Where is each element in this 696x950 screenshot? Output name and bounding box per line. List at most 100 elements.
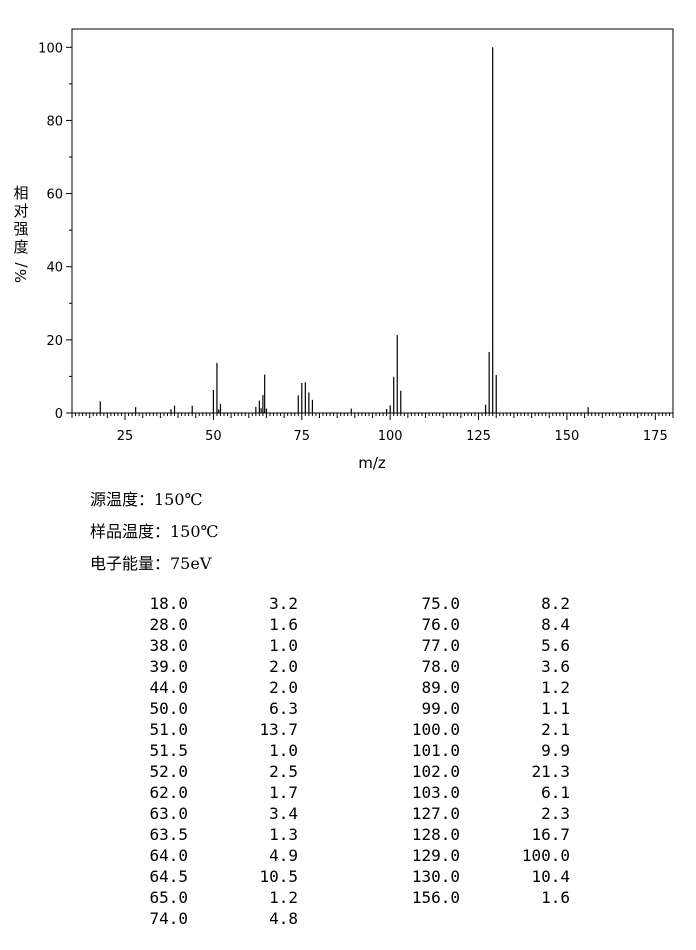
peak-intensity: 2.1 bbox=[541, 720, 570, 739]
peak-mz: 51.5 bbox=[149, 741, 188, 760]
peak-mz: 130.0 bbox=[411, 867, 460, 886]
x-minor-ticks bbox=[71, 413, 674, 420]
peak-row: 89.0 1.2 bbox=[340, 677, 680, 698]
x-tick-label: 100 bbox=[378, 429, 403, 444]
peak-intensity: 2.3 bbox=[541, 804, 570, 823]
peak-intensity: 3.2 bbox=[269, 594, 298, 613]
peak-row: 74.0 4.8 bbox=[0, 908, 340, 929]
peak-row: 18.0 3.2 bbox=[0, 593, 340, 614]
peak-intensity: 16.7 bbox=[531, 825, 570, 844]
peak-intensity: 1.3 bbox=[269, 825, 298, 844]
peak-intensity: 1.1 bbox=[541, 699, 570, 718]
peak-mz: 52.0 bbox=[149, 762, 188, 781]
peak-table-right: 75.0 8.2 76.0 8.4 77.0 5.6 78.0 3.6 89.0 1.2 99.0 1… bbox=[340, 593, 680, 908]
y-tick-label: 80 bbox=[46, 114, 63, 129]
peak-mz: 28.0 bbox=[149, 615, 188, 634]
peak-mz: 39.0 bbox=[149, 657, 188, 676]
peak-table-left: 18.0 3.2 28.0 1.6 38.0 1.0 39.0 2.0 44.0 2.0 50.0 6… bbox=[0, 593, 340, 929]
peak-mz: 103.0 bbox=[411, 783, 460, 802]
peak-mz: 65.0 bbox=[149, 888, 188, 907]
peak-row: 52.0 2.5 bbox=[0, 761, 340, 782]
peak-mz: 44.0 bbox=[149, 678, 188, 697]
peak-intensity: 10.4 bbox=[531, 867, 570, 886]
peak-row: 64.0 4.9 bbox=[0, 845, 340, 866]
peak-intensity: 9.9 bbox=[541, 741, 570, 760]
peak-intensity: 1.0 bbox=[269, 741, 298, 760]
peak-mz: 77.0 bbox=[421, 636, 460, 655]
peak-intensity: 1.7 bbox=[269, 783, 298, 802]
y-tick-label: 0 bbox=[55, 407, 63, 422]
source-temperature: 源温度：150℃ bbox=[90, 490, 203, 509]
x-tick-label: 75 bbox=[294, 429, 311, 444]
peak-mz: 38.0 bbox=[149, 636, 188, 655]
y-label-char: 相 bbox=[13, 184, 28, 202]
peak-mz: 64.0 bbox=[149, 846, 188, 865]
peak-intensity: 8.4 bbox=[541, 615, 570, 634]
peak-intensity: 2.0 bbox=[269, 657, 298, 676]
y-tick-label: 60 bbox=[46, 188, 63, 203]
peak-row: 39.0 2.0 bbox=[0, 656, 340, 677]
y-label-char: 对 bbox=[13, 202, 28, 220]
peak-row: 76.0 8.4 bbox=[340, 614, 680, 635]
peak-row: 102.0 21.3 bbox=[340, 761, 680, 782]
mass-spectrum-chart: 25 50 75 100 125 150 175 0 20 40 60 80 100 m/z 相对强度… bbox=[12, 28, 674, 472]
peak-intensity: 1.6 bbox=[269, 615, 298, 634]
peak-mz: 63.0 bbox=[149, 804, 188, 823]
peak-mz: 18.0 bbox=[149, 594, 188, 613]
x-tick-label: 25 bbox=[117, 429, 134, 444]
peak-intensity: 100.0 bbox=[521, 846, 570, 865]
y-tick-label: 40 bbox=[46, 261, 63, 276]
peak-row: 63.5 1.3 bbox=[0, 824, 340, 845]
peak-intensity: 10.5 bbox=[259, 867, 298, 886]
peak-intensity: 1.2 bbox=[541, 678, 570, 697]
peak-row: 50.0 6.3 bbox=[0, 698, 340, 719]
spectrum-peaks bbox=[99, 47, 589, 413]
y-tick-label: 100 bbox=[38, 41, 63, 56]
peak-mz: 101.0 bbox=[411, 741, 460, 760]
peak-mz: 75.0 bbox=[421, 594, 460, 613]
peak-mz: 128.0 bbox=[411, 825, 460, 844]
x-tick-label: 125 bbox=[466, 429, 491, 444]
peak-row: 130.0 10.4 bbox=[340, 866, 680, 887]
peak-intensity: 21.3 bbox=[531, 762, 570, 781]
peak-mz: 102.0 bbox=[411, 762, 460, 781]
peak-row: 44.0 2.0 bbox=[0, 677, 340, 698]
peak-mz: 64.5 bbox=[149, 867, 188, 886]
x-axis-label: m/z bbox=[358, 454, 386, 472]
electron-energy: 电子能量：75eV bbox=[90, 554, 212, 573]
peak-mz: 62.0 bbox=[149, 783, 188, 802]
peak-row: 99.0 1.1 bbox=[340, 698, 680, 719]
peak-mz: 78.0 bbox=[421, 657, 460, 676]
peak-intensity: 8.2 bbox=[541, 594, 570, 613]
peak-row: 38.0 1.0 bbox=[0, 635, 340, 656]
peak-mz: 127.0 bbox=[411, 804, 460, 823]
peak-intensity: 5.6 bbox=[541, 636, 570, 655]
peak-mz: 99.0 bbox=[421, 699, 460, 718]
x-tick-labels: 25 50 75 100 125 150 175 bbox=[117, 429, 668, 444]
peak-row: 156.0 1.6 bbox=[340, 887, 680, 908]
peak-row: 78.0 3.6 bbox=[340, 656, 680, 677]
peak-mz: 156.0 bbox=[411, 888, 460, 907]
peak-mz: 50.0 bbox=[149, 699, 188, 718]
peak-intensity: 4.9 bbox=[269, 846, 298, 865]
y-tick-labels: 0 20 40 60 80 100 bbox=[38, 41, 63, 422]
x-tick-label: 50 bbox=[205, 429, 222, 444]
peak-intensity: 2.5 bbox=[269, 762, 298, 781]
peak-intensity: 1.2 bbox=[269, 888, 298, 907]
peak-row: 127.0 2.3 bbox=[340, 803, 680, 824]
y-label-char: 度 bbox=[13, 238, 28, 256]
y-label-char: % bbox=[12, 269, 30, 283]
peak-mz: 63.5 bbox=[149, 825, 188, 844]
peak-mz: 89.0 bbox=[421, 678, 460, 697]
peak-mz: 51.0 bbox=[149, 720, 188, 739]
peak-row: 64.5 10.5 bbox=[0, 866, 340, 887]
y-label-char: / bbox=[12, 262, 30, 268]
peak-row: 101.0 9.9 bbox=[340, 740, 680, 761]
peak-row: 28.0 1.6 bbox=[0, 614, 340, 635]
peak-row: 51.0 13.7 bbox=[0, 719, 340, 740]
peak-row: 77.0 5.6 bbox=[340, 635, 680, 656]
peak-intensity: 1.6 bbox=[541, 888, 570, 907]
peak-row: 75.0 8.2 bbox=[340, 593, 680, 614]
peak-intensity: 6.1 bbox=[541, 783, 570, 802]
